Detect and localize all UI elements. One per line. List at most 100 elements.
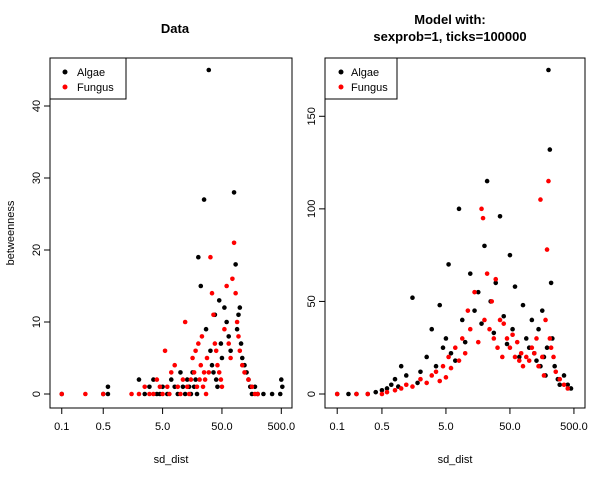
- data-point-algae: [557, 382, 563, 388]
- data-point-fungus: [213, 348, 219, 354]
- data-point-fungus: [201, 370, 207, 375]
- data-point-fungus: [538, 197, 543, 202]
- x-axis-label: sd_dist: [154, 454, 189, 466]
- data-point-algae: [484, 178, 490, 184]
- data-point-fungus: [236, 334, 241, 339]
- data-point-algae: [548, 280, 554, 286]
- data-point-algae: [443, 336, 449, 341]
- data-points: [59, 67, 285, 397]
- data-point-algae: [222, 305, 227, 310]
- data-point-algae: [512, 284, 518, 289]
- plot-frame: [49, 57, 293, 409]
- data-point-fungus: [446, 354, 451, 360]
- legend-box: [324, 57, 398, 100]
- x-tick-label: 0.5: [96, 421, 111, 433]
- data-point-fungus: [239, 362, 245, 368]
- data-point-fungus: [193, 348, 198, 354]
- data-point-algae: [510, 326, 515, 332]
- data-point-algae: [373, 389, 379, 395]
- y-tick-label: 10: [31, 316, 43, 328]
- data-point-algae: [568, 386, 574, 391]
- data-point-fungus: [548, 345, 554, 351]
- data-point-fungus: [230, 276, 235, 282]
- panel-model: Model with: sexprob=1, ticks=100000 0.1 0…: [306, 12, 588, 466]
- data-point-algae: [544, 345, 550, 351]
- panel-title: Model with:: [414, 12, 486, 27]
- data-point-fungus: [215, 362, 220, 368]
- data-point-fungus: [136, 391, 142, 397]
- data-point-algae: [547, 147, 553, 152]
- data-point-fungus: [237, 348, 243, 354]
- data-point-fungus: [501, 321, 507, 326]
- data-point-fungus: [190, 355, 195, 361]
- data-point-fungus: [186, 391, 192, 397]
- data-point-algae: [234, 326, 240, 332]
- x-axis-label: sd_dist: [438, 454, 473, 466]
- data-point-algae: [424, 354, 429, 360]
- data-point-algae: [147, 384, 152, 390]
- data-point-algae: [279, 377, 284, 382]
- data-point-algae: [280, 384, 285, 390]
- data-point-fungus: [334, 391, 340, 397]
- data-point-fungus: [182, 319, 188, 325]
- data-point-algae: [213, 377, 219, 382]
- data-point-fungus: [222, 326, 227, 332]
- data-point-fungus: [198, 362, 204, 368]
- data-point-algae: [437, 302, 443, 308]
- data-point-algae: [238, 341, 244, 346]
- data-point-fungus: [154, 377, 160, 382]
- data-point-algae: [529, 317, 535, 323]
- data-point-fungus: [151, 391, 156, 397]
- data-point-fungus: [231, 240, 237, 246]
- x-tick-label: 0.1: [54, 421, 69, 433]
- data-point-algae: [523, 336, 529, 341]
- data-point-fungus: [561, 382, 567, 388]
- data-point-fungus: [203, 391, 209, 397]
- data-point-algae: [218, 341, 224, 346]
- data-point-fungus: [202, 377, 208, 382]
- data-point-fungus: [384, 389, 390, 395]
- y-tick-label: 150: [306, 107, 318, 125]
- data-point-fungus: [209, 290, 215, 296]
- data-point-fungus: [459, 336, 465, 341]
- data-point-fungus: [539, 354, 545, 360]
- data-point-algae: [231, 190, 237, 195]
- x-axis: 0.1 0.5 5.0 50.0 500.0: [54, 408, 295, 433]
- y-tick-label: 40: [31, 100, 43, 112]
- data-point-algae: [226, 334, 232, 339]
- data-point-algae: [168, 377, 174, 382]
- data-point-fungus: [534, 336, 539, 341]
- data-point-algae: [403, 373, 409, 378]
- data-point-fungus: [255, 391, 260, 397]
- data-point-algae: [552, 363, 557, 369]
- data-point-algae: [448, 350, 454, 356]
- y-tick-label: 30: [31, 172, 43, 184]
- data-point-fungus: [510, 332, 515, 338]
- data-point-algae: [224, 319, 229, 325]
- data-point-fungus: [437, 378, 443, 384]
- data-point-algae: [534, 358, 539, 363]
- data-point-fungus: [226, 341, 232, 346]
- data-point-algae: [479, 321, 484, 326]
- y-tick-label: 0: [306, 391, 318, 397]
- data-point-fungus: [233, 290, 238, 296]
- y-tick-label: 50: [306, 295, 318, 307]
- data-point-algae: [105, 384, 111, 390]
- data-point-fungus: [197, 377, 202, 382]
- panel-subtitle: sexprob=1, ticks=100000: [373, 29, 526, 44]
- data-point-algae: [491, 330, 497, 336]
- data-point-fungus: [475, 339, 481, 345]
- data-point-fungus: [184, 384, 190, 390]
- data-point-algae: [206, 67, 212, 73]
- data-point-algae: [501, 313, 507, 319]
- panel-data: Data 0.1 0.5 5.0 50.0 500.0 0 10 20 30 40 sd_dis…: [5, 21, 295, 466]
- data-point-fungus: [557, 376, 563, 382]
- legend: Algae Fungus: [49, 57, 127, 100]
- x-axis: 0.1 0.5 5.0 50.0 500.0: [330, 408, 588, 433]
- data-point-algae: [219, 355, 225, 361]
- data-point-fungus: [194, 384, 200, 390]
- data-point-fungus: [180, 377, 186, 382]
- data-point-fungus: [512, 354, 518, 360]
- data-point-fungus: [129, 391, 134, 397]
